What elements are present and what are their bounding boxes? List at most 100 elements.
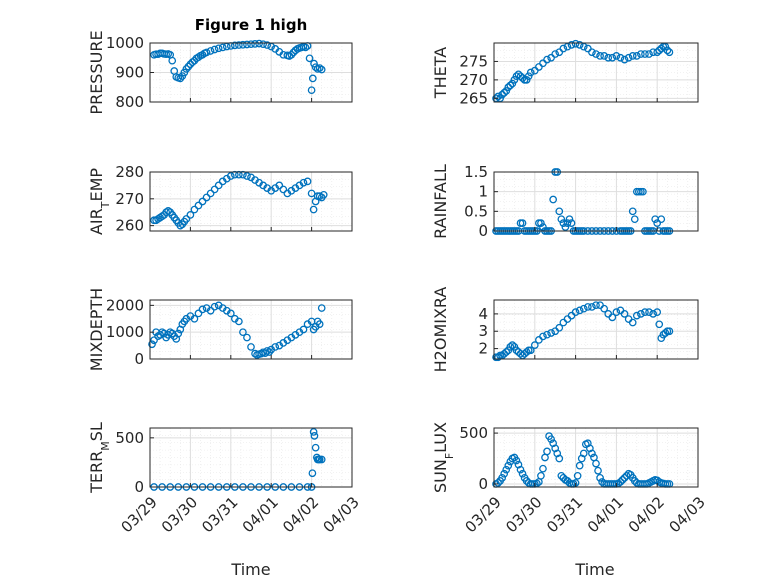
data-point <box>637 310 645 318</box>
y-tick-label: 3 <box>478 322 488 340</box>
data-point <box>657 215 666 224</box>
data-point <box>537 219 545 227</box>
data-point <box>210 185 219 194</box>
data-point <box>592 50 600 58</box>
data-point <box>291 46 300 55</box>
data-point <box>239 40 247 49</box>
data-point <box>309 428 318 436</box>
axes-box <box>493 299 699 360</box>
x-axis-label-right: Time <box>574 560 614 579</box>
data-point <box>168 56 177 65</box>
data-point <box>301 43 310 52</box>
data-point <box>198 197 207 206</box>
data-point <box>539 223 547 231</box>
y-axis-label: THETA <box>431 47 450 99</box>
data-point <box>502 87 511 95</box>
data-point <box>510 76 519 84</box>
data-point <box>494 92 502 101</box>
data-point <box>308 74 317 83</box>
axes-box <box>149 171 353 232</box>
axes-box <box>149 299 353 360</box>
data-point <box>632 311 641 320</box>
data-point <box>588 303 596 311</box>
axes-box <box>493 171 699 232</box>
y-tick-label: 500 <box>115 429 144 447</box>
data-point <box>310 432 319 440</box>
y-tick-label: 900 <box>115 64 144 82</box>
y-tick-label: 0 <box>134 478 144 496</box>
data-point <box>243 40 251 49</box>
data-point <box>303 177 312 186</box>
data-point <box>596 52 604 60</box>
data-point <box>184 62 193 71</box>
data-point <box>628 318 637 327</box>
data-point <box>543 330 551 339</box>
data-point <box>559 219 568 227</box>
y-axis-label: AIRTEMP <box>87 168 112 235</box>
data-point <box>522 76 531 84</box>
data-point <box>186 211 195 219</box>
data-point <box>526 346 535 355</box>
x-tick-label: 03/29 <box>461 493 504 536</box>
data-point <box>518 219 527 227</box>
x-tick-label: 04/02 <box>279 493 322 536</box>
data-point <box>539 464 547 473</box>
data-point <box>247 343 255 351</box>
data-point <box>214 44 223 53</box>
data-point <box>315 320 324 328</box>
data-point <box>551 50 560 58</box>
x-tick-label: 04/01 <box>584 493 627 536</box>
data-point <box>194 201 203 210</box>
data-point <box>182 215 191 223</box>
y-axis-label: SUNFLUX <box>431 422 456 493</box>
data-point <box>524 72 533 81</box>
data-point <box>628 52 637 60</box>
data-point <box>504 461 513 470</box>
data-point <box>305 54 314 63</box>
data-point <box>176 74 185 83</box>
data-point <box>579 449 588 458</box>
data-point <box>594 466 602 475</box>
data-point <box>555 207 564 216</box>
data-point <box>612 52 621 60</box>
data-point <box>628 207 637 216</box>
y-tick-label: 800 <box>115 93 144 111</box>
x-axis-label-left: Time <box>230 560 270 579</box>
data-point <box>543 447 551 456</box>
data-point <box>263 41 272 49</box>
y-tick-label: 260 <box>115 217 144 235</box>
data-point <box>563 219 572 227</box>
data-point <box>194 53 203 62</box>
y-tick-label: 1000 <box>106 323 144 341</box>
data-point <box>239 170 247 179</box>
data-point <box>307 86 316 95</box>
data-point <box>508 79 517 88</box>
y-tick-label: 0 <box>134 350 144 368</box>
data-point <box>198 50 207 59</box>
data-point <box>310 59 318 68</box>
data-point <box>198 305 207 314</box>
x-tick-label: 04/03 <box>319 493 362 536</box>
axes-box <box>149 427 353 488</box>
data-point <box>218 43 227 52</box>
data-point <box>230 170 239 179</box>
data-point <box>206 47 215 55</box>
y-tick-label: 270 <box>115 190 144 208</box>
data-point <box>575 461 584 470</box>
data-point <box>317 304 326 312</box>
data-point <box>588 449 596 458</box>
data-point <box>309 205 318 214</box>
data-point <box>522 348 531 356</box>
data-point <box>243 333 251 342</box>
data-point <box>206 189 215 198</box>
y-tick-label: 1.5 <box>464 163 488 181</box>
y-tick-label: 0.5 <box>464 202 488 220</box>
data-point <box>239 328 247 337</box>
axes-box <box>493 42 699 103</box>
data-point <box>508 341 517 349</box>
data-point <box>210 45 219 54</box>
data-point <box>518 469 527 478</box>
